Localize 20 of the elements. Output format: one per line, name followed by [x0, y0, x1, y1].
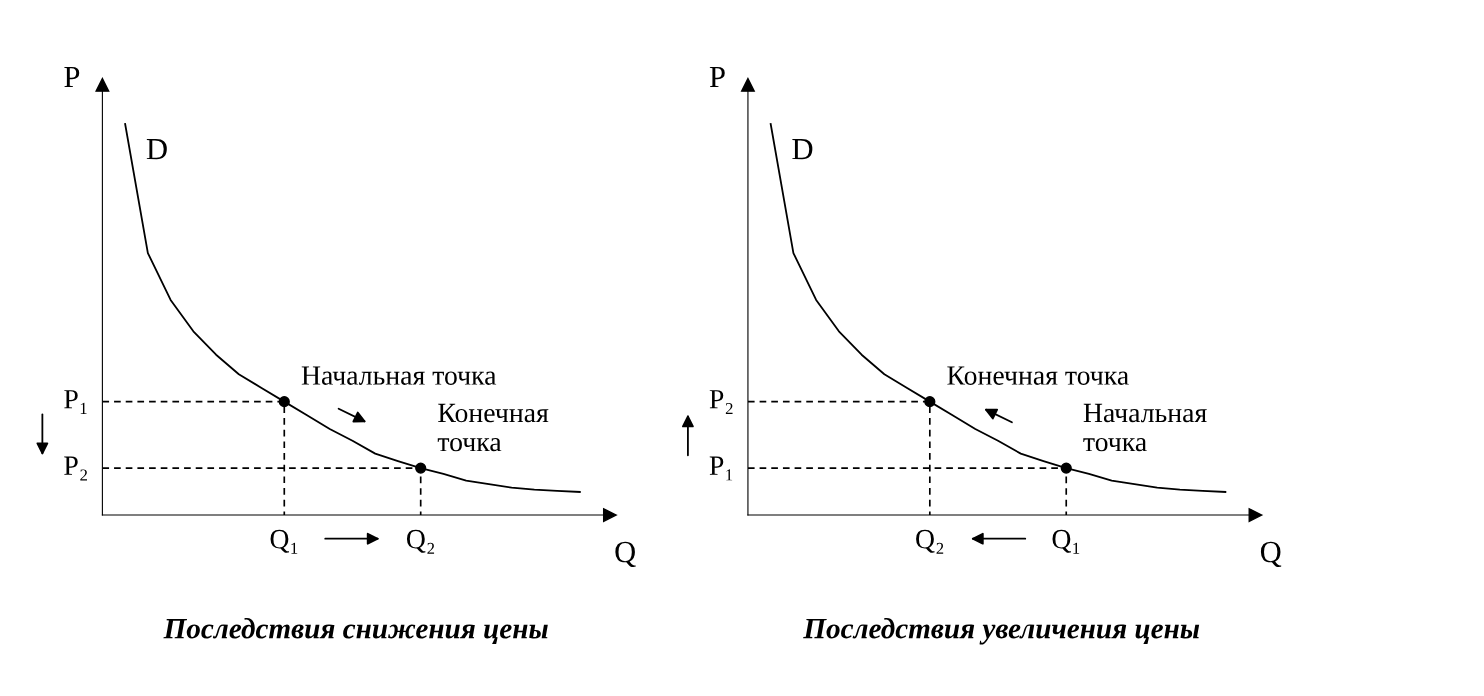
annotation: Начальная точка	[1083, 403, 1207, 452]
y-axis-title: P	[64, 67, 80, 88]
x-axis-title: Q	[615, 541, 636, 568]
text: P₂	[64, 456, 87, 481]
annotation: Конечная точка	[437, 403, 549, 452]
text: Последствия увеличения цены	[803, 617, 1200, 645]
x-tick-label: Q₁	[1052, 529, 1080, 554]
x-tick-label: Q₂	[916, 529, 944, 554]
annotation: D	[146, 139, 167, 160]
text: P₁	[64, 390, 87, 414]
x-tick-label: Q₂	[406, 529, 435, 554]
text: P₂	[709, 390, 733, 414]
text: Последствия снижения цены	[163, 617, 548, 644]
x-tick-label: Q₁	[270, 529, 298, 554]
y-axis-title: P	[709, 67, 725, 88]
x-axis-title: Q	[1260, 541, 1282, 568]
annotation: D	[792, 139, 813, 160]
text: P₁	[709, 456, 733, 481]
annotation: Начальная точка	[301, 366, 497, 385]
annotation: Конечная точка	[947, 366, 1129, 385]
